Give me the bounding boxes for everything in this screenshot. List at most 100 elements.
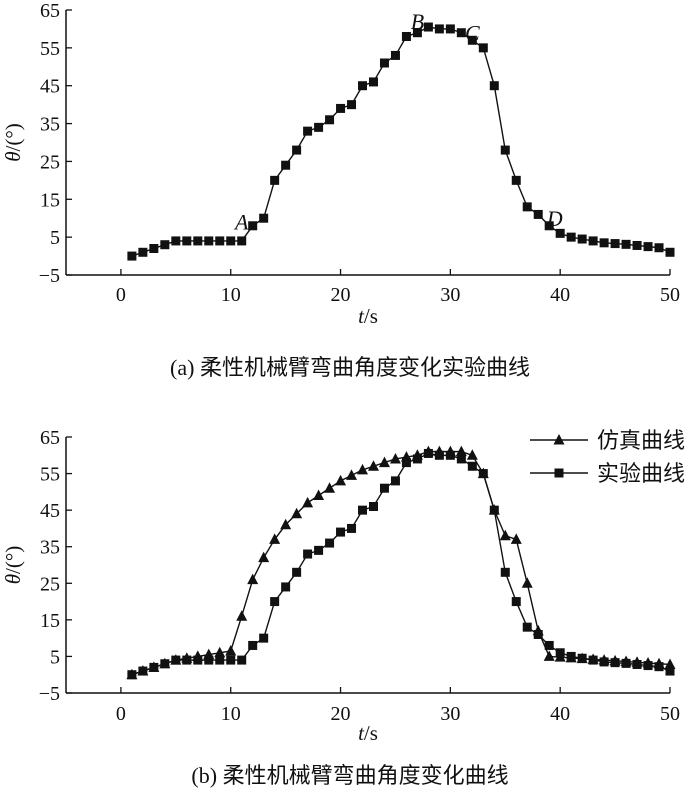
data-point [314,122,324,132]
data-point [259,633,269,643]
data-point [303,126,313,136]
data-point [215,236,225,246]
legend-marker [553,434,565,445]
data-point [258,551,270,563]
data-point [237,236,247,246]
y-tick-label: 15 [40,610,60,632]
data-point [149,662,159,672]
data-point [423,448,433,458]
data-point [280,518,292,530]
data-point [270,597,280,607]
data-point [347,523,357,533]
data-point [324,482,336,493]
data-point [566,651,576,661]
y-axis-label: θ/(°) [1,123,25,162]
data-point [357,463,369,475]
data-point [336,103,346,113]
data-point [401,32,411,41]
data-point [390,50,400,60]
data-point [445,450,455,460]
data-point [489,81,499,91]
x-tick-label: 50 [660,284,680,306]
data-point [434,450,444,460]
x-tick-label: 20 [331,703,351,725]
data-point [511,597,521,607]
x-tick-label: 10 [221,703,241,725]
data-point [358,505,368,515]
data-point [314,545,324,555]
y-tick-label: 55 [40,464,60,486]
data-point [149,244,159,253]
data-point [291,507,303,519]
data-point [467,35,477,45]
data-point [204,655,214,665]
data-point [214,646,226,658]
legend-label: 实验曲线 [597,461,685,486]
chart-b: −5 5 15 25 35 45 55 65 0 10 20 30 40 50 t/s θ/(°) 仿真曲线实验… [1,427,685,745]
data-point [226,236,236,246]
data-point [336,527,346,537]
data-point [215,655,225,665]
data-point [467,461,477,471]
x-tick-label: 40 [550,703,570,725]
data-point [325,115,335,125]
data-point [127,251,137,261]
y-tick-label: 25 [40,151,60,173]
legend-marker [554,468,564,478]
data-point [401,458,411,468]
data-point [654,662,664,672]
y-tick-label: 5 [50,646,60,668]
x-tick-label: 50 [660,703,680,725]
data-point [368,77,378,87]
x-axis-label: t/s [358,721,378,745]
data-point [643,242,653,252]
data-point [665,666,675,676]
data-point [599,238,609,248]
y-tick-label: 45 [40,76,60,98]
data-point [500,567,510,577]
data-point [499,529,511,541]
x-tick-label: 40 [550,284,570,306]
data-point [171,655,181,665]
x-tick-label: 30 [440,703,460,725]
data-point [489,505,499,515]
data-point [423,22,433,32]
data-point [335,474,347,486]
data-point [555,648,565,658]
data-point [478,469,488,479]
data-point [621,239,631,249]
series-line-series-0 [131,26,671,257]
data-point [466,449,478,460]
data-point [270,175,280,185]
data-point [248,640,258,650]
data-point [456,454,466,464]
data-point [577,234,587,244]
data-point [193,236,203,246]
data-point [325,538,335,548]
caption-a: (a) 柔性机械臂弯曲角度变化实验曲线 [170,355,530,380]
series-line-实验曲线 [131,452,671,676]
data-point [390,476,400,486]
data-point [621,658,631,668]
data-point [302,496,314,508]
legend-label: 仿真曲线 [597,428,685,453]
data-point [632,240,642,250]
data-point [654,243,664,253]
data-point [237,655,247,665]
y-tick-label: 55 [40,38,60,60]
data-point [445,24,455,34]
data-point [226,655,236,665]
data-point [204,236,214,246]
data-point [248,221,258,231]
x-tick-label: 10 [221,284,241,306]
data-point [412,454,422,464]
data-point [664,658,676,669]
data-point [510,533,522,544]
data-point [610,239,620,249]
data-point [566,232,576,242]
x-tick-label: 30 [440,284,460,306]
data-point [347,100,357,110]
data-point [643,661,653,671]
data-point [225,644,237,656]
